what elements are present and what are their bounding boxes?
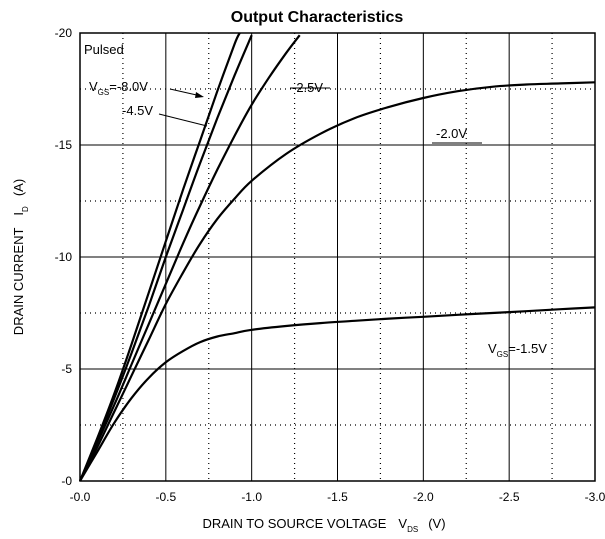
y-tick-label: -20 [55, 26, 73, 40]
chart-title: Output Characteristics [231, 9, 404, 26]
series-line-1 [78, 34, 253, 482]
ticks: -0.0 -0.5 -1.0 -1.5 -2.0 -2.5 -3.0 -0 -5 -10 -15 -2… [55, 26, 605, 504]
x-tick-label: -1.5 [327, 490, 348, 504]
x-tick-label: -0.0 [70, 490, 91, 504]
grid [80, 33, 595, 481]
x-tick-label: -1.0 [241, 490, 262, 504]
y-tick-label: -5 [61, 362, 72, 376]
label-4-5v: -4.5V [122, 103, 153, 118]
label-vgs-8v: VGS=-8.0V [89, 79, 148, 97]
series-line-2 [79, 34, 301, 482]
y-axis-label: DRAIN CURRENTID(A) [11, 179, 30, 335]
y-tick-label: -0 [61, 474, 72, 488]
series-line-3 [79, 81, 596, 482]
x-tick-label: -0.5 [155, 490, 176, 504]
label-2-0v: -2.0V [436, 126, 467, 141]
x-tick-label: -2.0 [413, 490, 434, 504]
x-tick-label: -2.5 [499, 490, 520, 504]
leader-4-5v [158, 113, 208, 127]
series-line-0 [78, 32, 241, 482]
y-tick-label: -10 [55, 250, 73, 264]
svg-text:VGS=-8.0V: VGS=-8.0V [89, 79, 148, 97]
label-vgs-1-5v: VGS=-1.5V [488, 341, 547, 359]
y-tick-label: -15 [55, 138, 73, 152]
arrow-8v [195, 92, 204, 98]
svg-text:VGS=-1.5V: VGS=-1.5V [488, 341, 547, 359]
curves [78, 32, 596, 482]
x-tick-label: -3.0 [585, 490, 605, 504]
x-axis-label: DRAIN TO SOURCE VOLTAGE VDS (V) [202, 516, 445, 534]
svg-text:DRAIN CURRENTID(A): DRAIN CURRENTID(A) [11, 179, 30, 335]
plot-frame [79, 32, 596, 482]
series-line-4 [79, 306, 596, 482]
pulsed-note: Pulsed [84, 42, 124, 57]
